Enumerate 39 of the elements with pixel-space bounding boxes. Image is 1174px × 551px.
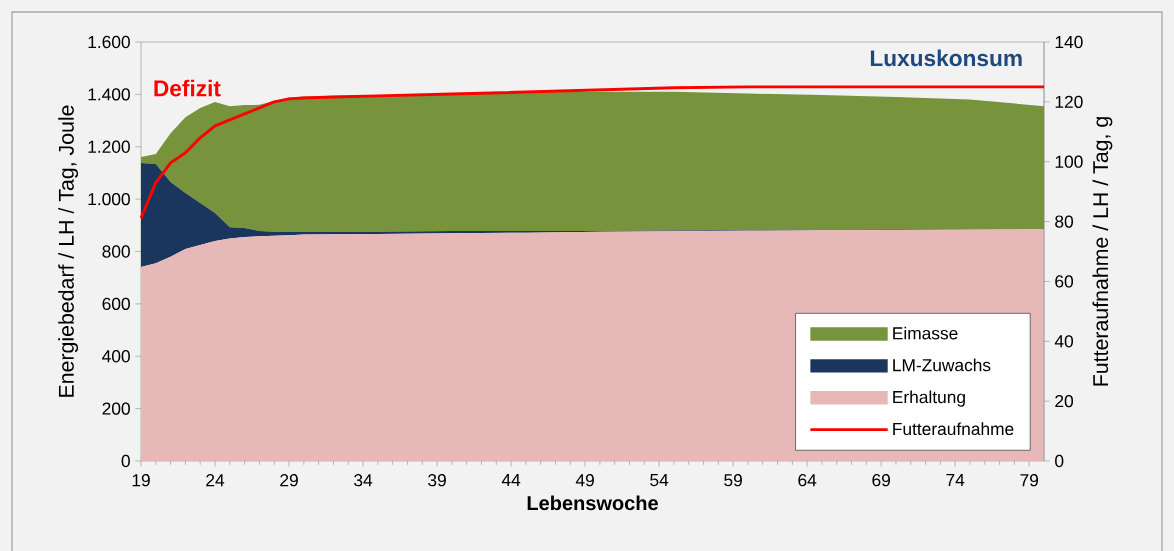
x-tick-label: 64 xyxy=(798,474,817,487)
x-tick-label: 79 xyxy=(1020,474,1039,487)
y-tick-label: 800 xyxy=(102,245,130,258)
y-tick-label: 600 xyxy=(102,297,130,311)
y2-tick-label: 80 xyxy=(1055,215,1074,228)
x-tick-label: 39 xyxy=(428,474,446,487)
annotation: Luxuskonsum xyxy=(870,49,1022,67)
legend-label: Futteraufnahme xyxy=(893,422,1014,436)
y-tick-label: 200 xyxy=(102,402,130,415)
x-tick-label: 69 xyxy=(872,474,890,487)
x-axis-title: Lebenswoche xyxy=(527,495,658,511)
x-tick-label: 54 xyxy=(650,474,669,487)
x-tick-label: 59 xyxy=(724,474,742,487)
x-tick-label: 49 xyxy=(575,474,594,487)
y2-tick-label: 60 xyxy=(1055,275,1074,288)
y-tick-label: 1.400 xyxy=(88,88,130,101)
y2-tick-label: 40 xyxy=(1054,335,1074,348)
x-tick-label: 34 xyxy=(354,474,373,487)
x-tick-label: 24 xyxy=(206,474,225,487)
x-tick-label: 44 xyxy=(501,474,521,486)
y2-axis-title: Futteraufnahme / LH / Tag, g xyxy=(1092,117,1113,386)
y2-tick-label: 0 xyxy=(1055,454,1064,468)
legend-label: Eimasse xyxy=(893,326,958,340)
x-tick-label: 74 xyxy=(946,474,965,486)
x-tick-label: 29 xyxy=(280,474,298,487)
y-tick-label: 1.000 xyxy=(88,192,130,206)
y2-tick-label: 20 xyxy=(1055,395,1074,408)
y2-tick-label: 140 xyxy=(1055,35,1083,49)
annotation: Defizit xyxy=(154,79,221,97)
x-tick-label: 19 xyxy=(132,474,150,487)
legend-label: Erhaltung xyxy=(893,390,965,407)
y-axis-title: Energiebedarf / LH / Tag, Joule xyxy=(58,105,79,397)
y-tick-label: 0 xyxy=(121,454,130,468)
y2-tick-label: 100 xyxy=(1055,155,1083,168)
y-tick-label: 1.600 xyxy=(88,35,130,49)
legend-label: LM-Zuwachs xyxy=(893,358,991,372)
y2-tick-label: 120 xyxy=(1055,95,1083,108)
y-tick-label: 1.200 xyxy=(88,140,130,153)
y-tick-label: 400 xyxy=(102,350,130,363)
